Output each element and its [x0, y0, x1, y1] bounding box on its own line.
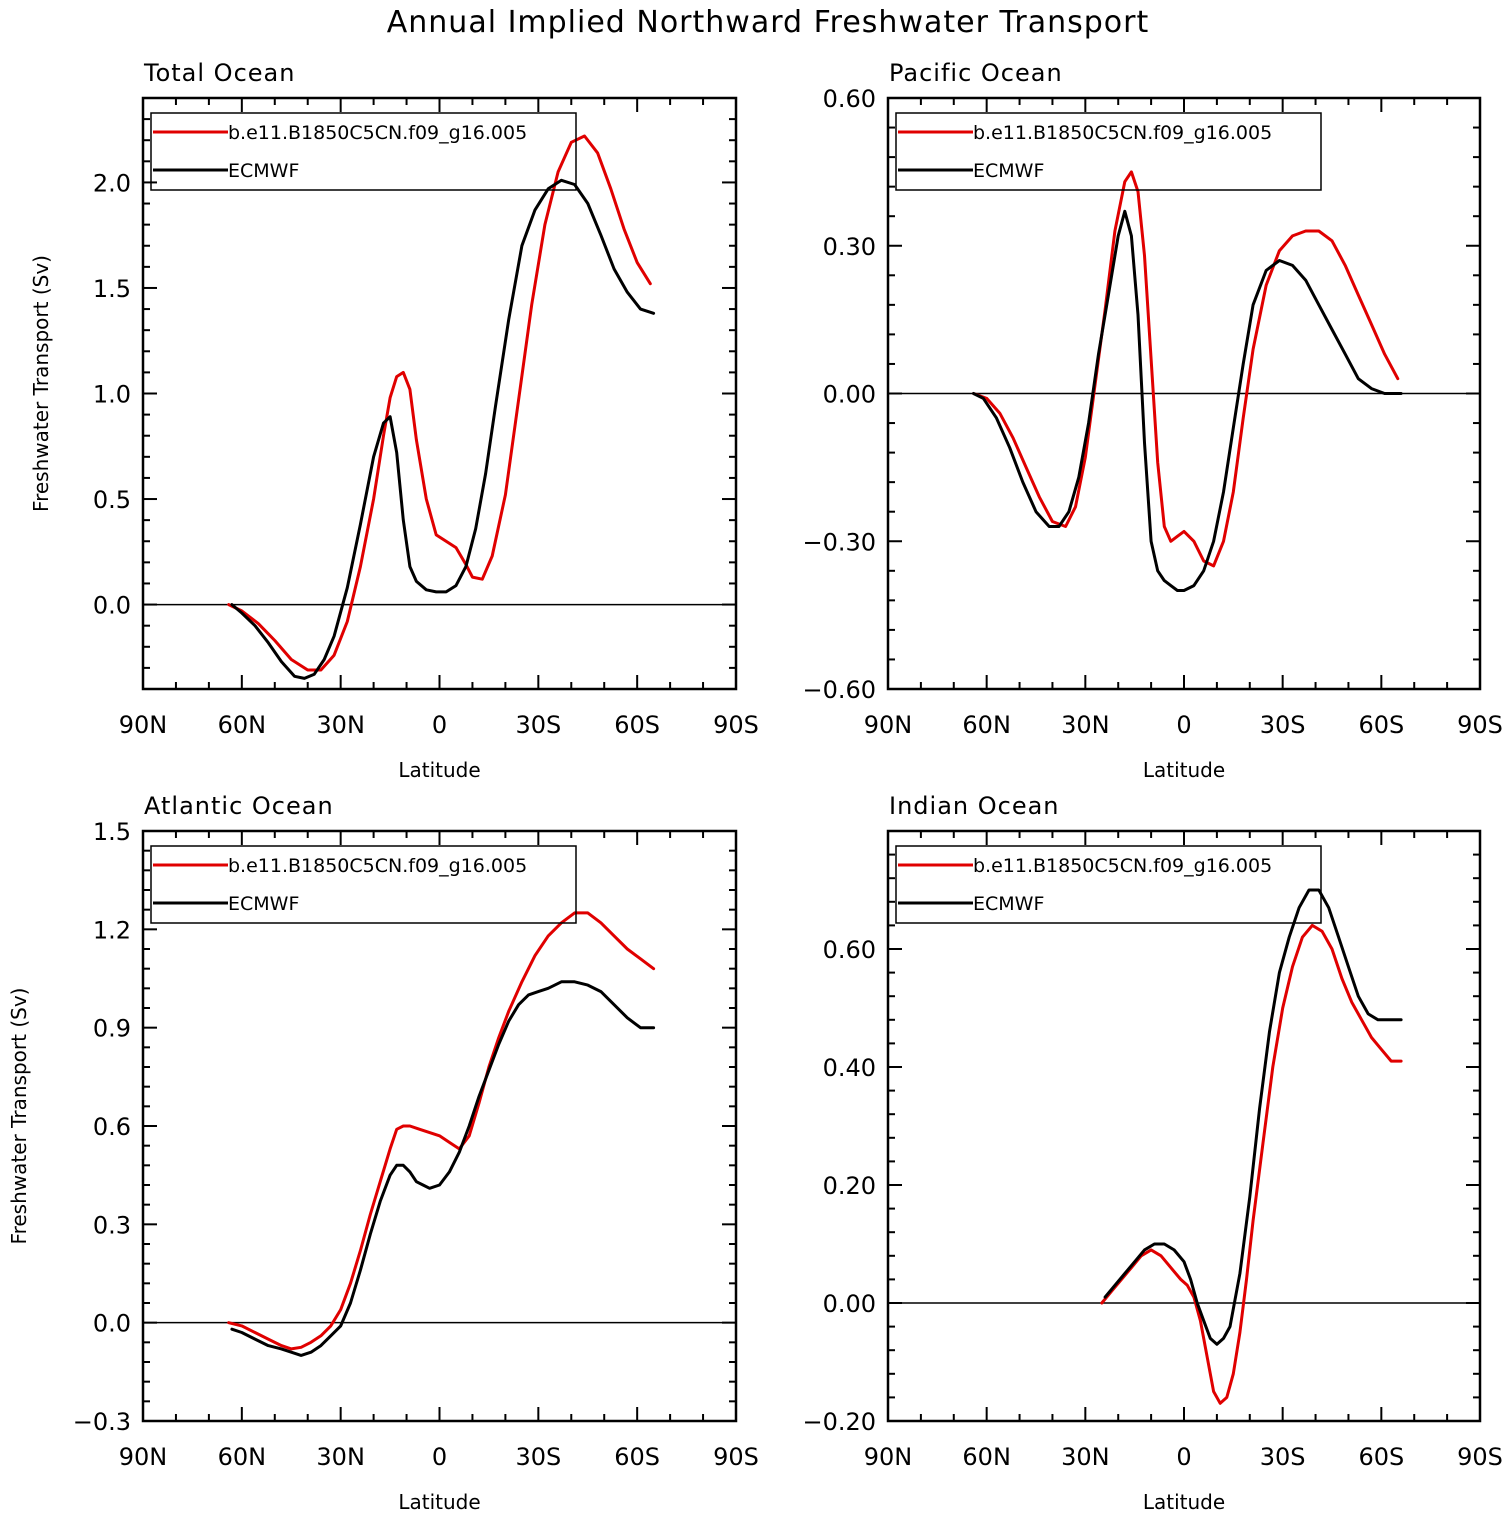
x-tick-label: 90S — [713, 1443, 759, 1471]
series-line-b-e11-b1850c5cn-f09-g16-005 — [1100, 923, 1403, 1405]
x-tick-label: 60S — [614, 711, 660, 739]
x-tick-label: 30N — [316, 711, 365, 739]
y-tick-label: 0.0 — [93, 592, 131, 620]
y-tick-label: 0.3 — [93, 1211, 131, 1239]
x-tick-label: 30S — [1260, 711, 1306, 739]
legend-label: ECMWF — [973, 160, 1044, 182]
series-line-b-e11-b1850c5cn-f09-g16-005 — [972, 170, 1400, 568]
x-tick-label: 0 — [432, 1443, 447, 1471]
y-tick-label: 2.0 — [93, 169, 131, 197]
y-tick-label: −0.30 — [802, 528, 876, 556]
x-tick-label: 0 — [1176, 711, 1191, 739]
legend-label: ECMWF — [228, 893, 299, 915]
y-tick-label: 0.6 — [93, 1113, 131, 1141]
x-axis-label: Latitude — [1143, 758, 1225, 782]
y-tick-label: 0.60 — [823, 936, 876, 964]
x-axis-label: Latitude — [398, 1490, 480, 1514]
y-tick-label: 1.5 — [93, 818, 131, 846]
legend: b.e11.B1850C5CN.f09_g16.005 ECMWF — [895, 845, 1322, 924]
y-tick-label: −0.60 — [802, 676, 876, 704]
legend: b.e11.B1850C5CN.f09_g16.005 ECMWF — [895, 112, 1322, 191]
x-tick-label: 30N — [1061, 711, 1110, 739]
panel-title: Total Ocean — [143, 59, 295, 87]
x-axis-label: Latitude — [1143, 1490, 1225, 1514]
x-tick-label: 60N — [218, 711, 267, 739]
series-line-ecmwf — [972, 209, 1403, 592]
y-tick-label: 0.5 — [93, 486, 131, 514]
legend-box — [150, 845, 577, 924]
x-tick-label: 30N — [1061, 1443, 1110, 1471]
series-line-ecmwf — [230, 980, 656, 1357]
series-line-b-e11-b1850c5cn-f09-g16-005 — [227, 911, 656, 1351]
y-tick-label: 0.40 — [823, 1054, 876, 1082]
legend-label: b.e11.B1850C5CN.f09_g16.005 — [228, 855, 527, 877]
legend-box — [150, 112, 577, 191]
x-tick-label: 60N — [962, 711, 1011, 739]
y-tick-label: 0.00 — [823, 1290, 876, 1318]
y-axis-label: Freshwater Transport (Sv) — [7, 988, 31, 1245]
panel-indian-ocean: 90N 60N 30N 0 30S 60S 90S −0.20 0.00 0.20 0.40 0.60… — [802, 792, 1502, 1514]
figure-title: Annual Implied Northward Freshwater Tran… — [387, 5, 1149, 40]
y-tick-label: 1.0 — [93, 381, 131, 409]
x-tick-label: 60N — [962, 1443, 1011, 1471]
x-tick-label: 60S — [1358, 1443, 1404, 1471]
y-tick-label: 1.5 — [93, 275, 131, 303]
x-tick-label: 0 — [1176, 1443, 1191, 1471]
series-line-b-e11-b1850c5cn-f09-g16-005 — [227, 134, 652, 672]
x-tick-label: 90N — [864, 1443, 913, 1471]
x-tick-label: 90N — [864, 711, 913, 739]
legend-label: ECMWF — [973, 893, 1044, 915]
x-tick-label: 0 — [432, 711, 447, 739]
y-tick-label: 1.2 — [93, 916, 131, 944]
series-line-ecmwf — [230, 178, 656, 680]
legend-label: b.e11.B1850C5CN.f09_g16.005 — [973, 122, 1272, 144]
legend-label: ECMWF — [228, 160, 299, 182]
x-tick-label: 60N — [218, 1443, 267, 1471]
legend-box — [895, 845, 1322, 924]
panel-atlantic-ocean: 90N 60N 30N 0 30S 60S 90S −0.3 0.0 0.3 0.6 0.9 1.2 1.… — [7, 792, 759, 1514]
legend-label: b.e11.B1850C5CN.f09_g16.005 — [973, 855, 1272, 877]
x-tick-label: 30S — [515, 1443, 561, 1471]
y-tick-label: 0.30 — [823, 233, 876, 261]
panel-grid: 90N 60N 30N 0 30S 60S 90S 0.0 0.5 1.0 1.5 2.0 Total … — [7, 59, 1503, 1514]
panel-pacific-ocean: 90N 60N 30N 0 30S 60S 90S −0.60 −0.30 0.00 0.30 0.6… — [802, 59, 1502, 782]
legend-label: b.e11.B1850C5CN.f09_g16.005 — [228, 122, 527, 144]
panel-title: Indian Ocean — [889, 792, 1060, 820]
series-line-ecmwf — [1103, 888, 1403, 1346]
panel-title: Atlantic Ocean — [144, 792, 334, 820]
legend: b.e11.B1850C5CN.f09_g16.005 ECMWF — [150, 845, 577, 924]
y-tick-label: 0.20 — [823, 1172, 876, 1200]
y-axis-label: Freshwater Transport (Sv) — [29, 255, 53, 512]
x-tick-label: 90S — [713, 711, 759, 739]
y-tick-label: 0.9 — [93, 1015, 131, 1043]
panel-total-ocean: 90N 60N 30N 0 30S 60S 90S 0.0 0.5 1.0 1.5 2.0 Total … — [29, 59, 759, 782]
y-tick-label: 0.00 — [823, 381, 876, 409]
x-tick-label: 30N — [316, 1443, 365, 1471]
x-tick-label: 30S — [1260, 1443, 1306, 1471]
x-tick-label: 90S — [1457, 711, 1503, 739]
y-tick-label: −0.3 — [73, 1408, 131, 1436]
y-tick-label: 0.0 — [93, 1310, 131, 1338]
legend: b.e11.B1850C5CN.f09_g16.005 ECMWF — [150, 112, 577, 191]
panel-title: Pacific Ocean — [889, 59, 1063, 87]
x-tick-label: 60S — [1358, 711, 1404, 739]
y-tick-label: −0.20 — [802, 1408, 876, 1436]
x-axis-label: Latitude — [398, 758, 480, 782]
x-tick-label: 90N — [119, 1443, 168, 1471]
x-tick-label: 90N — [119, 711, 168, 739]
x-tick-label: 60S — [614, 1443, 660, 1471]
legend-box — [895, 112, 1322, 191]
x-tick-label: 30S — [515, 711, 561, 739]
x-tick-label: 90S — [1457, 1443, 1503, 1471]
y-tick-label: 0.60 — [823, 85, 876, 113]
